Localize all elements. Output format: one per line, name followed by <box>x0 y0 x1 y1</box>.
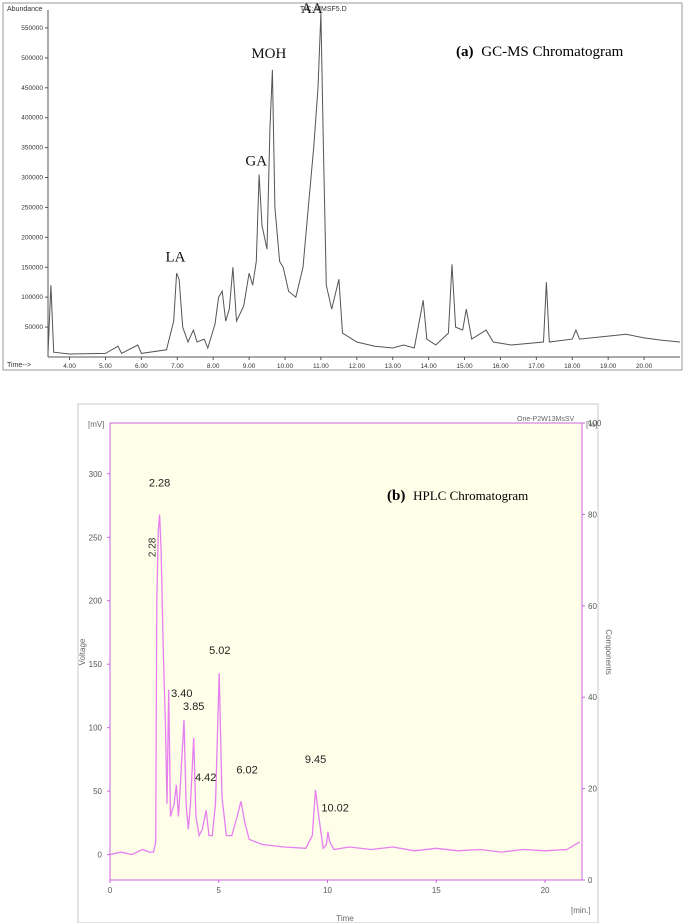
gc-ms-y-tick-label: 450000 <box>21 85 43 92</box>
hplc-x-tick-label: 5 <box>217 886 222 895</box>
gc-ms-x-tick-label: 9.00 <box>243 363 256 370</box>
hplc-header-label: One-P2W13MsSV <box>517 416 575 423</box>
gc-ms-x-tick-label: 8.00 <box>207 363 220 370</box>
hplc-y2-tick-label: 100 <box>588 419 602 428</box>
hplc-peak-label: 10.02 <box>321 802 349 814</box>
gc-ms-x-tick-label: 12.00 <box>349 363 366 370</box>
gc-ms-peak-annotation: LA <box>165 249 185 265</box>
gc-ms-x-tick-label: 7.00 <box>171 363 184 370</box>
gc-ms-y-tick-label: 550000 <box>21 25 43 32</box>
hplc-y-unit: [mV] <box>88 420 104 429</box>
hplc-x-tick-label: 0 <box>108 886 113 895</box>
hplc-y2-tick-label: 60 <box>588 602 597 611</box>
hplc-peak-label: 9.45 <box>305 754 326 766</box>
hplc-peak-label: 5.02 <box>209 645 230 657</box>
gc-ms-y-tick-label: 400000 <box>21 115 43 122</box>
gc-ms-frame <box>2 2 683 371</box>
gc-ms-x-tick-label: 11.00 <box>313 363 329 370</box>
hplc-y2-tick-label: 20 <box>588 785 597 794</box>
gc-ms-peak-annotation: GA <box>245 154 267 170</box>
gc-ms-y-tick-label: 150000 <box>21 264 43 271</box>
hplc-y-tick-label: 100 <box>89 724 103 733</box>
hplc-peak-label: 6.02 <box>236 764 257 776</box>
hplc-title: (b) HPLC Chromatogram <box>387 488 528 504</box>
hplc-x-tick-label: 20 <box>541 886 550 895</box>
gc-ms-x-axis-label: Time--> <box>7 362 31 369</box>
hplc-peak-label: 2.28 <box>149 477 170 489</box>
gc-ms-x-tick-label: 4.00 <box>63 363 76 370</box>
hplc-peak-label: 4.42 <box>195 772 216 784</box>
gc-ms-y-tick-label: 350000 <box>21 145 43 152</box>
gc-ms-y-tick-label: 250000 <box>21 204 43 211</box>
hplc-x-tick-label: 10 <box>323 886 332 895</box>
gc-ms-x-tick-label: 6.00 <box>135 363 148 370</box>
hplc-y2-tick-label: 40 <box>588 693 597 702</box>
gc-ms-series-line <box>47 12 681 355</box>
gc-ms-x-tick-label: 15.00 <box>456 363 473 370</box>
hplc-title-prefix: (b) <box>387 488 405 504</box>
hplc-y-axis-label: Voltage <box>78 638 87 665</box>
hplc-x-unit: [min.] <box>571 906 591 915</box>
hplc-x-tick-label: 15 <box>432 886 441 895</box>
gc-ms-x-tick-label: 17.00 <box>528 363 545 370</box>
gc-ms-y-axis-label: Abundance <box>7 6 43 13</box>
hplc-y-tick-label: 0 <box>98 851 103 860</box>
hplc-y2-tick-label: 80 <box>588 510 597 519</box>
gc-ms-x-tick-label: 13.00 <box>385 363 402 370</box>
hplc-peak-label: 3.85 <box>183 701 204 713</box>
hplc-title-text: HPLC Chromatogram <box>413 488 528 503</box>
gc-ms-header-label: TIC: MMSF5.D <box>300 6 347 13</box>
gc-ms-x-tick-label: 10.00 <box>277 363 294 370</box>
gc-ms-x-tick-label: 5.00 <box>99 363 112 370</box>
gc-ms-peak-annotation: MOH <box>251 46 286 62</box>
gc-ms-title-prefix: (a) <box>456 44 474 60</box>
gc-ms-x-tick-label: 14.00 <box>420 363 437 370</box>
gc-ms-y-tick-label: 50000 <box>25 324 43 331</box>
gc-ms-y-tick-label: 200000 <box>21 234 43 241</box>
hplc-plot-area <box>109 422 583 881</box>
hplc-y-tick-label: 250 <box>89 533 103 542</box>
gc-ms-y-tick-label: 500000 <box>21 55 43 62</box>
gc-ms-chromatogram: Abundance TIC: MMSF5.D Time--> 50000 1000… <box>2 1 683 371</box>
hplc-x-axis-label: Time <box>336 914 354 923</box>
hplc-y2-unit: [%] <box>586 420 598 429</box>
gc-ms-title: (a) GC-MS Chromatogram <box>456 44 624 60</box>
gc-ms-x-tick-label: 19.00 <box>600 363 617 370</box>
hplc-y2-tick-label: 0 <box>588 876 593 885</box>
gc-ms-x-tick-label: 16.00 <box>492 363 509 370</box>
hplc-y-tick-label: 200 <box>89 597 103 606</box>
gc-ms-x-tick-label: 18.00 <box>564 363 581 370</box>
gc-ms-peak-annotation: AA <box>301 1 323 17</box>
hplc-y-tick-label: 50 <box>93 787 102 796</box>
gc-ms-y-tick-label: 100000 <box>21 294 43 301</box>
hplc-y2-axis-label: Components <box>604 629 613 674</box>
hplc-series-line <box>109 514 581 856</box>
hplc-peak-label: 3.40 <box>171 688 192 700</box>
hplc-peak-label: 2.28 <box>148 537 159 557</box>
gc-ms-y-tick-label: 300000 <box>21 175 43 182</box>
hplc-y-tick-label: 150 <box>89 660 103 669</box>
hplc-y-tick-label: 300 <box>89 470 103 479</box>
gc-ms-x-tick-label: 20.00 <box>636 363 653 370</box>
gc-ms-title-text: GC-MS Chromatogram <box>481 44 623 60</box>
